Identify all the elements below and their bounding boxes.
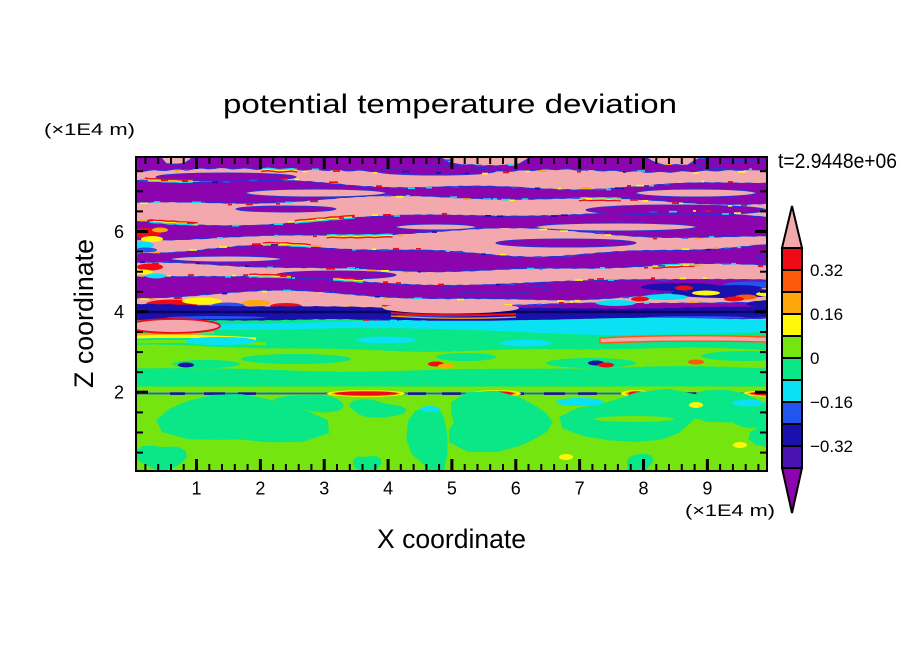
svg-text:(×1E4 m): (×1E4 m) bbox=[44, 120, 135, 139]
svg-text:0.32: 0.32 bbox=[810, 261, 843, 280]
svg-text:4: 4 bbox=[383, 479, 393, 499]
svg-text:t=2.9448e+06: t=2.9448e+06 bbox=[778, 150, 897, 173]
svg-text:2: 2 bbox=[114, 383, 124, 403]
svg-text:1: 1 bbox=[191, 479, 201, 499]
svg-text:0: 0 bbox=[810, 349, 819, 368]
svg-text:6: 6 bbox=[114, 222, 124, 242]
svg-text:−0.32: −0.32 bbox=[810, 437, 853, 456]
svg-text:potential temperature deviatio: potential temperature deviation bbox=[223, 89, 677, 119]
svg-text:X coordinate: X coordinate bbox=[377, 524, 526, 554]
svg-text:5: 5 bbox=[447, 479, 457, 499]
svg-text:8: 8 bbox=[638, 479, 648, 499]
svg-text:2: 2 bbox=[255, 479, 265, 499]
svg-text:0.16: 0.16 bbox=[810, 305, 843, 324]
svg-text:9: 9 bbox=[702, 479, 712, 499]
svg-text:(×1E4 m): (×1E4 m) bbox=[685, 501, 775, 520]
svg-text:Z coordinate: Z coordinate bbox=[69, 239, 99, 388]
svg-text:3: 3 bbox=[319, 479, 329, 499]
svg-text:6: 6 bbox=[511, 479, 521, 499]
svg-text:−0.16: −0.16 bbox=[810, 393, 853, 412]
svg-text:4: 4 bbox=[114, 302, 124, 322]
svg-text:7: 7 bbox=[575, 479, 585, 499]
